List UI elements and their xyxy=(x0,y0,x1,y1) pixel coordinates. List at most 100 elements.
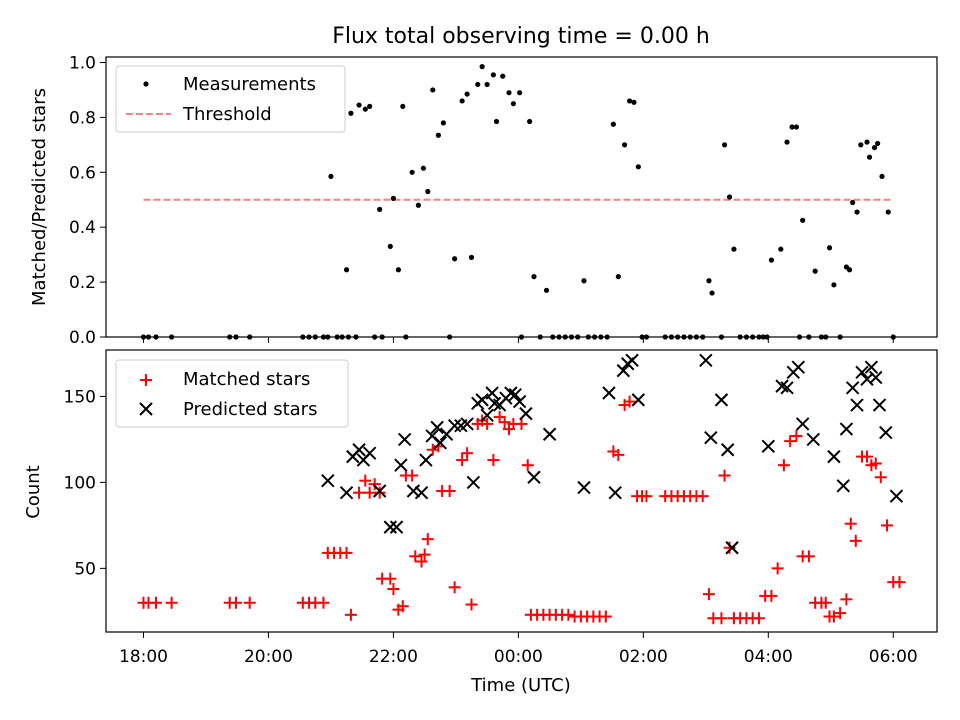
measurement-point xyxy=(610,121,616,127)
measurement-point xyxy=(510,101,516,107)
measurement-point xyxy=(604,334,610,340)
measurement-point xyxy=(452,256,458,262)
predicted-point xyxy=(372,484,387,498)
measurement-point xyxy=(850,199,856,206)
predicted-point xyxy=(362,446,377,460)
measurement-point xyxy=(831,282,837,288)
matched-point xyxy=(443,485,456,497)
ytick-label: 0.2 xyxy=(69,273,96,293)
predicted-point xyxy=(869,370,883,385)
top-xticks xyxy=(142,337,894,343)
matched-point xyxy=(881,519,894,532)
measurement-point xyxy=(353,334,359,340)
x-axis-label: Time (UTC) xyxy=(470,675,571,696)
predicted-point xyxy=(845,381,860,395)
measurement-point xyxy=(435,132,441,138)
predicted-point xyxy=(889,489,904,503)
measurement-point xyxy=(377,206,383,212)
matched-point xyxy=(353,486,366,499)
measurement-point xyxy=(796,334,803,340)
measurement-point xyxy=(726,194,733,200)
predicted-point xyxy=(321,473,335,488)
measurement-point xyxy=(468,254,475,260)
matched-point xyxy=(777,459,790,472)
measurement-point xyxy=(550,334,556,340)
measurement-point xyxy=(668,334,675,340)
measurement-point xyxy=(300,334,306,340)
measurement-point xyxy=(626,98,633,104)
bottom-yticks: 50 100 150 xyxy=(64,387,106,579)
measurement-point xyxy=(778,246,784,252)
predicted-point xyxy=(394,458,408,472)
predicted-point xyxy=(406,484,421,498)
predicted-point xyxy=(850,398,864,412)
predicted-point xyxy=(414,486,429,500)
measurement-point xyxy=(615,274,621,280)
matched-point xyxy=(387,583,400,596)
bottom-xticks: 18:00 20:00 22:00 00:00 02:00 04:00 06:00 xyxy=(119,632,918,667)
measurement-point xyxy=(631,99,637,105)
legend-label-measurements: Measurements xyxy=(183,74,316,95)
measurement-point xyxy=(339,334,345,340)
measurement-point xyxy=(409,169,415,175)
measurement-point xyxy=(328,173,334,180)
measurement-point xyxy=(575,334,581,340)
measurement-point xyxy=(367,103,373,110)
measurement-point xyxy=(598,334,604,340)
top-axes: Matched/Predicted stars 0.0 0.2 0.4 0.6 0.8 1… xyxy=(29,53,938,348)
predicted-point xyxy=(480,408,494,423)
measurement-point xyxy=(356,102,362,108)
measurement-point xyxy=(737,334,743,340)
measurement-point xyxy=(885,209,891,215)
measurement-point xyxy=(343,267,350,273)
matched-point xyxy=(840,593,853,606)
measurement-point xyxy=(693,334,700,340)
matched-point xyxy=(456,454,469,467)
matched-point xyxy=(481,417,494,430)
measurement-point xyxy=(864,139,870,145)
matched-point xyxy=(819,596,832,609)
measurement-point xyxy=(430,87,436,93)
matched-point xyxy=(715,612,728,625)
measurement-point xyxy=(687,334,693,340)
matched-point xyxy=(718,469,731,482)
measurement-point xyxy=(372,334,378,340)
matched-point xyxy=(765,589,778,602)
measurement-point xyxy=(581,278,587,284)
predicted-point xyxy=(339,486,354,500)
measurement-point xyxy=(875,140,881,147)
measurement-point xyxy=(362,106,368,112)
measurement-point xyxy=(675,334,681,340)
measurement-point xyxy=(764,334,770,340)
matched-point xyxy=(861,450,874,463)
predicted-point xyxy=(602,386,616,400)
predicted-point xyxy=(616,363,631,378)
predicted-point xyxy=(389,520,404,534)
matched-point xyxy=(844,517,857,530)
predicted-point xyxy=(430,420,444,435)
measurement-point xyxy=(233,334,239,340)
matched-point xyxy=(344,608,357,621)
xtick-label: 06:00 xyxy=(869,647,918,667)
bottom-data xyxy=(137,353,906,625)
matched-point xyxy=(723,541,736,554)
matched-point xyxy=(623,395,636,408)
measurement-point xyxy=(527,118,533,125)
ytick-label: 100 xyxy=(64,473,96,493)
chart-title: Flux total observing time = 0.00 h xyxy=(332,24,710,49)
measurement-point xyxy=(760,334,766,340)
measurement-point xyxy=(823,334,829,340)
matched-point xyxy=(869,457,882,470)
predicted-point xyxy=(836,479,850,493)
predicted-point xyxy=(466,475,481,490)
measurement-point xyxy=(479,64,485,70)
measurement-point xyxy=(440,120,446,126)
predicted-point xyxy=(383,520,397,534)
measurement-point xyxy=(568,334,575,340)
xtick-label: 04:00 xyxy=(744,647,793,667)
predicted-point xyxy=(508,388,522,402)
predicted-point xyxy=(714,393,729,407)
predicted-point xyxy=(761,439,776,453)
legend-label-predicted: Predicted stars xyxy=(183,399,317,420)
